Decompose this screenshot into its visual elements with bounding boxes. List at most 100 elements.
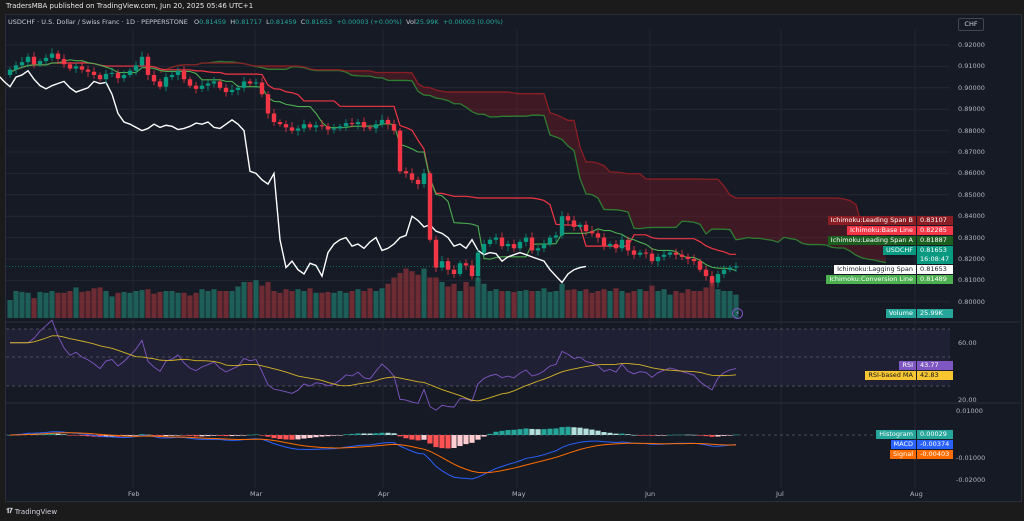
volume-bar <box>643 291 649 318</box>
date-tick-label: Jul <box>776 490 784 498</box>
candle-body <box>475 252 481 277</box>
ichimoku-cloud-segment <box>610 172 616 210</box>
macd-histogram-bar <box>187 435 193 436</box>
candle-body <box>151 74 157 82</box>
ichimoku-cloud-segment <box>760 198 766 240</box>
candle-body <box>661 254 667 257</box>
volume-bar <box>229 291 235 318</box>
macd-histogram-bar <box>721 435 727 436</box>
candle-body <box>271 113 277 123</box>
candle-body <box>613 244 619 249</box>
macd-histogram-bar <box>643 435 649 436</box>
date-tick-label: Jun <box>645 490 656 498</box>
volume-bar <box>469 286 475 318</box>
macd-histogram-bar <box>661 435 667 436</box>
symbol-title[interactable]: USDCHF · U.S. Dollar / Swiss Franc · 1D … <box>8 18 188 26</box>
price-tick-label: 0.85000 <box>958 190 985 199</box>
low-label: L <box>266 18 270 26</box>
volume-bar <box>289 291 295 318</box>
macd-histogram-bar <box>631 434 637 436</box>
candle-body <box>259 82 265 95</box>
candle-body <box>181 70 187 80</box>
currency-button[interactable]: CHF <box>958 18 984 31</box>
candle-body <box>445 261 451 270</box>
volume-bar <box>703 287 709 318</box>
macd-histogram-bar <box>67 435 73 436</box>
volume-bar <box>217 291 223 318</box>
ichimoku-cloud-segment <box>652 179 658 228</box>
ichimoku-cloud-segment <box>460 92 466 108</box>
volume-bar <box>205 291 211 318</box>
macd-histogram-bar <box>691 434 697 436</box>
macd-histogram-bar <box>541 429 547 435</box>
ichimoku-cloud-segment <box>604 165 610 210</box>
macd-histogram-bar <box>529 428 535 435</box>
volume-bar <box>613 288 619 318</box>
open-label: O <box>194 18 200 26</box>
macd-histogram-bar <box>439 435 445 449</box>
lagging-label: Ichimoku:Lagging Span 0.81653 <box>834 265 953 274</box>
ichimoku-cloud-segment <box>352 70 358 76</box>
candle-body <box>409 173 415 180</box>
macd-histogram-bar <box>55 433 61 435</box>
candle-body <box>499 237 505 247</box>
candle-body <box>19 62 25 66</box>
macd-histogram-bar <box>421 435 427 440</box>
candle-body <box>349 123 355 125</box>
ichimoku-lagging-span <box>0 69 587 284</box>
macd-histogram-bar <box>553 428 559 435</box>
candle-body <box>241 81 247 88</box>
candle-body <box>67 64 73 69</box>
candle-body <box>697 261 703 270</box>
price-label-name: USDCHF <box>882 246 916 255</box>
chart-frame[interactable] <box>5 14 1022 502</box>
volume-bar <box>37 291 43 318</box>
candle-body <box>733 266 739 268</box>
rsi-label: RSI 43.77 <box>899 361 953 370</box>
volume-bar <box>67 291 73 318</box>
volume-bar <box>133 291 139 318</box>
macd-histogram-bar <box>43 433 49 435</box>
macd-histogram-bar <box>61 434 67 435</box>
volume-bar <box>535 291 541 318</box>
macd-histogram-bar <box>175 435 181 436</box>
candle-body <box>709 276 715 283</box>
candle-body <box>205 83 211 86</box>
volume-label: Volume 25.99K <box>885 309 953 318</box>
rsi-band <box>6 329 950 386</box>
macd-histogram-bar <box>349 433 355 435</box>
ichimoku-cloud-segment <box>592 161 598 199</box>
ichimoku-leading-span-b <box>159 62 887 230</box>
volume-bar <box>349 291 355 318</box>
macd-histogram-bar <box>193 435 199 437</box>
ichimoku-cloud-segment <box>616 172 622 211</box>
base-label: Ichimoku:Base Line 0.82285 <box>846 226 953 235</box>
candle-body <box>637 252 643 255</box>
volume-bar <box>199 289 205 318</box>
volume-bar <box>505 291 511 318</box>
volume-bar <box>517 291 523 318</box>
macd-histogram-bar <box>499 430 505 435</box>
macd-histogram-bar <box>277 435 283 440</box>
volume-bar <box>211 289 217 318</box>
lightning-icon[interactable]: ⚡ <box>732 308 743 319</box>
ichimoku-cloud-segment <box>808 198 814 245</box>
ichimoku-cloud-segment <box>406 72 412 81</box>
ichimoku-cloud-segment <box>814 198 820 245</box>
volume-bar <box>679 292 685 318</box>
volume-bar <box>91 288 97 318</box>
volume-bar <box>559 283 565 318</box>
candle-body <box>715 273 721 283</box>
macd-histogram-bar <box>577 427 583 435</box>
volume-bar <box>325 291 331 318</box>
volume-bar <box>493 289 499 318</box>
macd-histogram-bar <box>151 435 157 436</box>
candle-body <box>127 70 133 75</box>
volume-bar <box>151 293 157 318</box>
candle-body <box>289 127 295 131</box>
ichimoku-cloud-segment <box>382 72 388 81</box>
span-a-label: Ichimoku:Leading Span A 0.81887 <box>827 236 953 245</box>
price-tick-label: 0.81000 <box>958 276 985 285</box>
macd-histogram-bar <box>625 434 631 435</box>
